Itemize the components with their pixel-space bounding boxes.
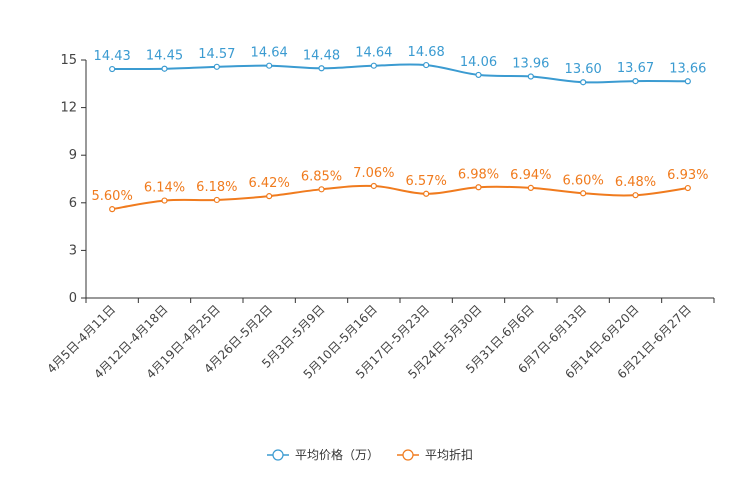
- data-label: 5.60%: [92, 189, 133, 204]
- legend-label: 平均价格（万）: [295, 447, 379, 462]
- data-point[interactable]: [370, 182, 377, 190]
- data-point[interactable]: [423, 61, 430, 69]
- data-label: 13.96: [512, 57, 549, 72]
- data-label: 14.64: [251, 46, 288, 61]
- data-point[interactable]: [213, 63, 220, 70]
- data-point[interactable]: [161, 197, 168, 204]
- data-point[interactable]: [684, 78, 691, 85]
- data-point[interactable]: [580, 79, 587, 86]
- series-line-0: [112, 63, 688, 84]
- data-label: 6.85%: [301, 169, 342, 184]
- data-label: 6.60%: [563, 173, 604, 188]
- data-point[interactable]: [318, 186, 325, 193]
- data-point[interactable]: [370, 62, 377, 69]
- data-point[interactable]: [266, 62, 273, 69]
- data-point[interactable]: [527, 73, 534, 80]
- y-tick-label: 3: [69, 243, 77, 258]
- legend-marker-icon: [272, 449, 284, 461]
- data-label: 14.68: [408, 45, 445, 60]
- y-tick-label: 6: [69, 196, 77, 211]
- data-labels-layer: 14.43 14.45 14.57 14.64 14.48 14.64 14.68 14.06…: [92, 45, 709, 204]
- data-label: 6.94%: [510, 168, 551, 183]
- data-label: 14.48: [303, 48, 340, 63]
- data-label: 6.98%: [458, 167, 499, 182]
- data-point[interactable]: [161, 65, 168, 72]
- data-point[interactable]: [266, 193, 273, 200]
- y-tick-label: 12: [60, 101, 77, 116]
- y-tick-label: 9: [69, 148, 77, 163]
- legend-label: 平均折扣: [425, 447, 473, 462]
- data-label: 6.93%: [667, 168, 708, 183]
- axes-layer: 036912154月5日-4月11日4月12日-4月18日4月19日-4月25日…: [44, 53, 715, 382]
- data-point[interactable]: [580, 190, 587, 197]
- data-label: 6.57%: [406, 174, 447, 189]
- data-point[interactable]: [109, 65, 116, 73]
- data-label: 14.57: [198, 47, 235, 62]
- data-label: 14.45: [146, 49, 183, 64]
- data-point[interactable]: [109, 206, 116, 213]
- legend-item-0[interactable]: 平均价格（万）: [267, 447, 379, 462]
- data-point[interactable]: [475, 71, 482, 79]
- legend-item-1[interactable]: 平均折扣: [397, 447, 473, 462]
- data-label: 14.43: [94, 49, 131, 64]
- data-label: 6.18%: [196, 180, 237, 195]
- data-label: 7.06%: [353, 166, 394, 181]
- data-label: 14.64: [355, 46, 392, 61]
- data-label: 6.14%: [144, 181, 185, 196]
- data-label: 6.42%: [249, 176, 290, 191]
- legend[interactable]: 平均价格（万） 平均折扣: [267, 447, 473, 462]
- legend-marker-icon: [402, 449, 414, 461]
- data-label: 14.06: [460, 55, 497, 70]
- data-label: 13.60: [565, 62, 602, 77]
- series-line-1: [112, 184, 688, 211]
- data-point[interactable]: [527, 184, 534, 191]
- data-point[interactable]: [632, 192, 639, 199]
- y-tick-label: 15: [60, 53, 77, 68]
- data-point[interactable]: [318, 65, 325, 72]
- data-label: 13.67: [617, 61, 654, 76]
- data-point[interactable]: [213, 196, 220, 204]
- data-point[interactable]: [632, 78, 639, 85]
- data-label: 6.48%: [615, 175, 656, 190]
- series-layer: [109, 61, 691, 213]
- data-point[interactable]: [423, 190, 430, 197]
- data-point[interactable]: [475, 184, 482, 191]
- y-tick-label: 0: [69, 291, 77, 306]
- data-label: 13.66: [669, 61, 706, 76]
- data-point[interactable]: [684, 184, 691, 192]
